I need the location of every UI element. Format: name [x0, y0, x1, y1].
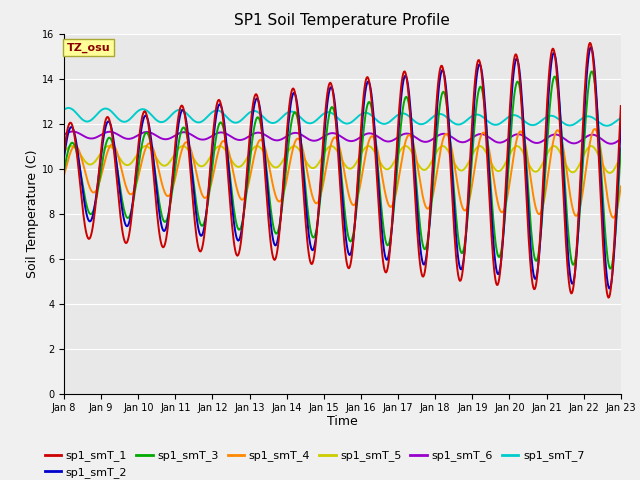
sp1_smT_6 [411, 134, 419, 140]
Text: TZ_osu: TZ_osu [67, 43, 111, 53]
Line: sp1_smT_2: sp1_smT_2 [64, 48, 621, 288]
sp1_smT_3 [70, 142, 78, 147]
sp1_smT_6 [68, 129, 76, 134]
sp1_smT_1 [60, 150, 68, 156]
sp1_smT_2 [426, 211, 434, 216]
sp1_smT_5 [127, 160, 135, 166]
sp1_smT_3 [410, 151, 418, 156]
Line: sp1_smT_4: sp1_smT_4 [64, 129, 621, 218]
sp1_smT_3 [60, 168, 68, 174]
sp1_smT_7 [603, 123, 611, 129]
sp1_smT_5 [439, 143, 447, 149]
sp1_smT_1 [586, 40, 594, 46]
sp1_smT_5 [214, 144, 221, 150]
sp1_smT_6 [428, 137, 435, 143]
sp1_smT_2 [410, 157, 418, 163]
sp1_smT_3 [184, 137, 192, 143]
Legend: sp1_smT_1, sp1_smT_2, sp1_smT_3, sp1_smT_4, sp1_smT_5, sp1_smT_6, sp1_smT_7: sp1_smT_1, sp1_smT_2, sp1_smT_3, sp1_smT… [40, 446, 589, 480]
sp1_smT_2 [70, 129, 78, 135]
sp1_smT_7 [65, 105, 72, 111]
sp1_smT_7 [60, 107, 68, 113]
sp1_smT_6 [617, 136, 625, 142]
sp1_smT_2 [127, 209, 135, 215]
sp1_smT_3 [607, 266, 614, 272]
sp1_smT_6 [60, 132, 68, 137]
sp1_smT_3 [214, 128, 221, 133]
sp1_smT_4 [127, 192, 135, 197]
sp1_smT_1 [605, 295, 612, 300]
sp1_smT_4 [70, 143, 78, 149]
sp1_smT_2 [617, 121, 625, 127]
sp1_smT_7 [428, 116, 435, 121]
sp1_smT_4 [60, 172, 68, 178]
sp1_smT_5 [426, 161, 434, 167]
Line: sp1_smT_7: sp1_smT_7 [64, 108, 621, 126]
sp1_smT_6 [607, 141, 614, 146]
sp1_smT_6 [214, 130, 222, 136]
sp1_smT_4 [184, 140, 192, 146]
sp1_smT_6 [128, 135, 136, 141]
Line: sp1_smT_1: sp1_smT_1 [64, 43, 621, 298]
sp1_smT_6 [185, 131, 193, 136]
sp1_smT_2 [184, 130, 192, 136]
sp1_smT_7 [214, 108, 222, 113]
sp1_smT_3 [127, 208, 135, 214]
sp1_smT_7 [411, 119, 419, 124]
sp1_smT_1 [410, 176, 418, 182]
sp1_smT_5 [617, 153, 625, 158]
sp1_smT_4 [617, 183, 625, 189]
sp1_smT_1 [127, 216, 135, 221]
sp1_smT_1 [214, 99, 221, 105]
sp1_smT_5 [60, 150, 68, 156]
sp1_smT_5 [606, 170, 614, 176]
sp1_smT_5 [184, 147, 192, 153]
sp1_smT_4 [426, 203, 434, 208]
X-axis label: Time: Time [327, 415, 358, 428]
sp1_smT_6 [71, 129, 79, 135]
sp1_smT_3 [426, 215, 434, 221]
sp1_smT_2 [214, 107, 221, 113]
sp1_smT_3 [588, 69, 596, 74]
sp1_smT_7 [71, 108, 79, 114]
Y-axis label: Soil Temperature (C): Soil Temperature (C) [26, 149, 39, 278]
sp1_smT_4 [609, 215, 617, 221]
sp1_smT_1 [184, 138, 192, 144]
sp1_smT_1 [426, 204, 434, 209]
sp1_smT_7 [617, 115, 625, 121]
Line: sp1_smT_3: sp1_smT_3 [64, 72, 621, 269]
Line: sp1_smT_5: sp1_smT_5 [64, 146, 621, 173]
sp1_smT_5 [410, 154, 418, 159]
sp1_smT_1 [70, 131, 78, 136]
sp1_smT_2 [60, 155, 68, 160]
sp1_smT_3 [617, 145, 625, 151]
Line: sp1_smT_6: sp1_smT_6 [64, 132, 621, 144]
Title: SP1 Soil Temperature Profile: SP1 Soil Temperature Profile [234, 13, 451, 28]
sp1_smT_1 [617, 103, 625, 109]
sp1_smT_5 [70, 144, 78, 150]
sp1_smT_7 [185, 113, 193, 119]
sp1_smT_7 [128, 114, 136, 120]
sp1_smT_2 [587, 45, 595, 50]
sp1_smT_4 [591, 126, 598, 132]
sp1_smT_4 [410, 144, 418, 150]
sp1_smT_4 [214, 153, 221, 158]
sp1_smT_2 [605, 286, 613, 291]
